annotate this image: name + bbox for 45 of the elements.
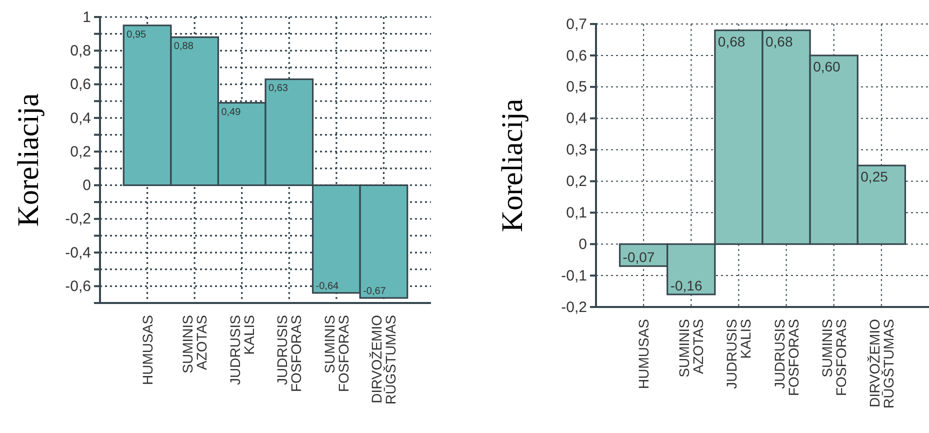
x-tick-label: HUMUSAS — [636, 319, 652, 390]
x-tick-label: DIRVOŽEMIO RŪGŠTUMAS — [368, 314, 399, 404]
y-tick-label: 0 — [578, 236, 587, 253]
y-tick-label: 0,2 — [566, 173, 587, 190]
data-label: 0,60 — [813, 58, 841, 74]
data-label: -0,07 — [622, 249, 655, 266]
x-tick-label: JUDRUSIS FOSFORAS — [274, 315, 304, 392]
x-tick-label: HUMUSAS — [139, 315, 156, 386]
y-tick-label: 0,5 — [566, 78, 587, 96]
x-tick-label: SUMINIS FOSFORAS — [321, 315, 352, 392]
y-tick-label: 0,8 — [70, 42, 91, 60]
y-tick-label: -0,4 — [65, 244, 91, 262]
data-label: 0,95 — [126, 29, 147, 40]
data-label: 0,68 — [766, 33, 793, 50]
y-tick-label: 0,4 — [566, 110, 587, 128]
y-tick-label: 0,6 — [566, 47, 587, 64]
data-label: -0,16 — [670, 277, 702, 294]
x-tick-label: JUDRUSIS KALIS — [724, 319, 754, 390]
data-label: -0,64 — [316, 280, 340, 292]
y-tick-label: -0,2 — [65, 210, 91, 228]
data-label: 0,49 — [221, 106, 242, 118]
y-tick-label: 1 — [82, 8, 91, 26]
x-tick-label: JUDRUSIS KALIS — [226, 315, 257, 386]
y-axis-title: Koreliacija — [12, 93, 45, 227]
y-tick-label: -0,1 — [561, 267, 587, 284]
y-tick-label: 0,7 — [566, 16, 587, 33]
data-label: 0,88 — [174, 41, 194, 52]
y-tick-label: 0,1 — [566, 204, 587, 222]
x-tick-label: SUMINIS FOSFORAS — [818, 319, 849, 396]
y-tick-label: 0,4 — [70, 110, 91, 127]
y-tick-label: 0,2 — [70, 143, 91, 160]
data-label: 0,68 — [718, 33, 746, 50]
y-tick-label: 0,3 — [566, 142, 587, 159]
x-tick-label: SUMINIS AZOTAS — [180, 315, 210, 374]
y-tick-label: 0 — [82, 177, 91, 194]
y-tick-label: 0,6 — [70, 76, 91, 94]
x-tick-label: DIRVOŽEMIO RŪGŠTUMAS — [866, 318, 896, 408]
x-tick-label: SUMINIS AZOTAS — [676, 319, 706, 378]
data-label: 0,63 — [268, 83, 288, 94]
data-label: -0,67 — [363, 286, 386, 297]
y-axis-title: Koreliacija — [496, 98, 529, 232]
x-tick-label: JUDRUSIS FOSFORAS — [771, 319, 802, 396]
data-label: 0,25 — [860, 168, 888, 184]
y-tick-label: -0,6 — [65, 278, 91, 295]
y-tick-label: -0,2 — [561, 298, 587, 316]
